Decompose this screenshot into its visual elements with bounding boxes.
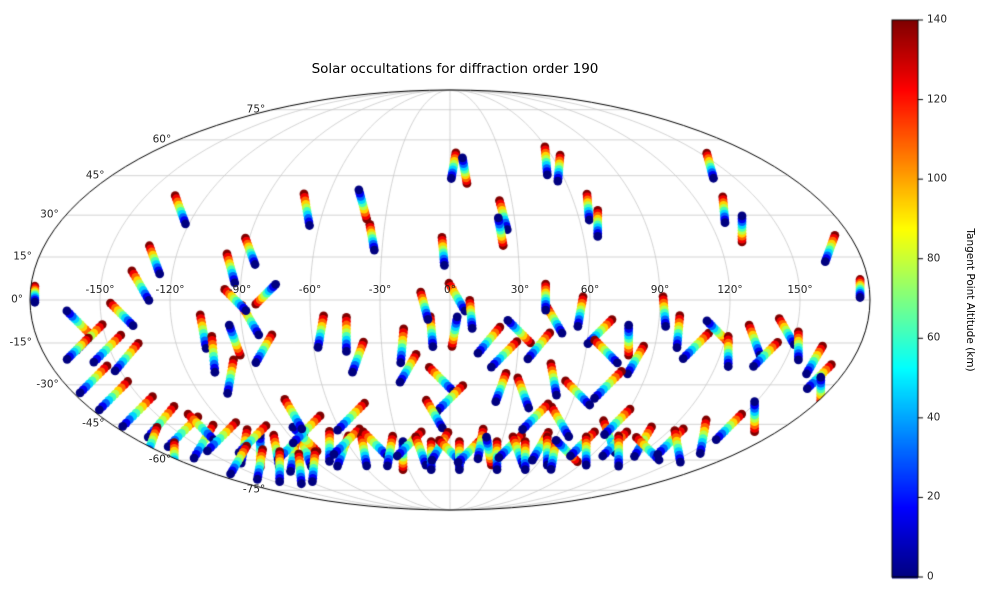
lon-tick-label: -90° [228, 284, 252, 296]
lon-tick-label: -30° [368, 284, 392, 296]
lat-tick-label: 0° [11, 293, 23, 306]
lon-tick-label: -60° [298, 284, 322, 296]
lon-tick-label: -150° [85, 284, 115, 296]
lat-tick-label: 75° [246, 103, 266, 116]
lat-tick-label: 60° [152, 133, 172, 146]
lon-tick-label: -120° [155, 284, 185, 296]
lon-tick-label: 30° [510, 284, 530, 296]
lat-tick-label: 15° [13, 250, 32, 263]
colorbar-axis-label: Tangent Point Altitude (km) [964, 228, 976, 372]
colorbar-tick-label: 0 [927, 570, 934, 583]
colorbar-tick-label: 100 [927, 172, 948, 185]
colorbar-tick-label: 20 [927, 490, 941, 503]
colorbar-tick-label: 40 [927, 411, 941, 424]
colorbar-tick-label: 120 [927, 93, 948, 106]
lon-tick-label: 120° [717, 284, 743, 296]
lat-tick-label: -30° [36, 378, 59, 391]
colorbar-tick-label: 60 [927, 331, 941, 344]
lat-tick-label: -45° [82, 417, 105, 430]
lat-tick-label: 45° [85, 169, 105, 182]
lon-tick-label: 150° [787, 284, 813, 296]
colorbar-tick-label: 140 [927, 13, 948, 26]
lon-tick-label: 90° [650, 284, 670, 296]
colorbar-tick-label: 80 [927, 252, 941, 265]
lat-tick-label: -75° [242, 483, 266, 496]
lat-tick-label: 30° [40, 208, 59, 221]
chart-title: Solar occultations for diffraction order… [311, 61, 599, 77]
lon-tick-label: 0° [444, 284, 456, 296]
lat-tick-label: -15° [9, 336, 32, 349]
lat-tick-label: -60° [148, 453, 172, 466]
lon-tick-label: 60° [580, 284, 600, 296]
